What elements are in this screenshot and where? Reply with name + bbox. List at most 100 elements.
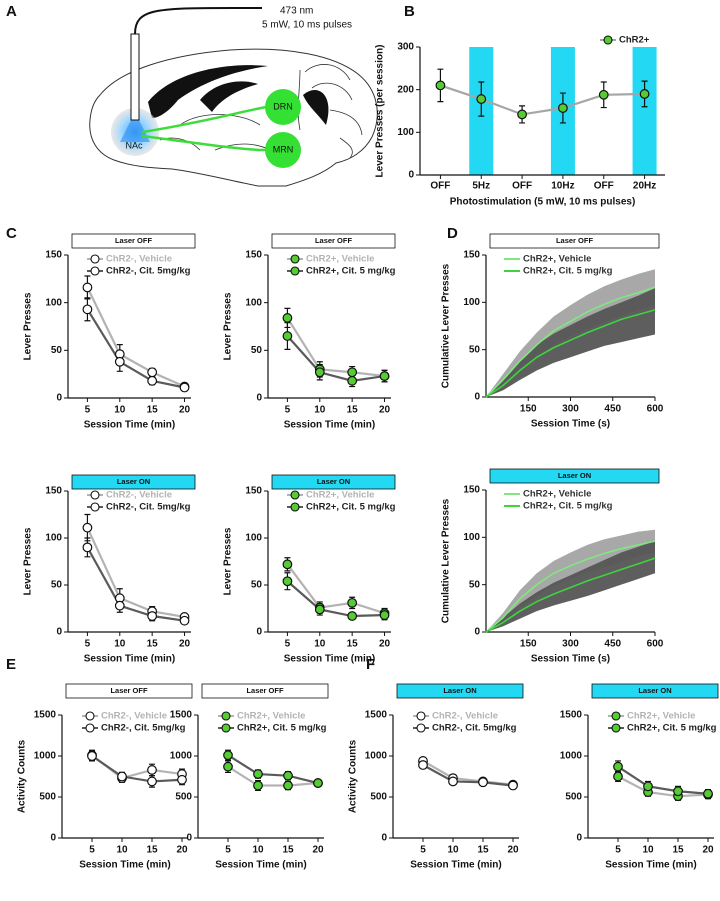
x-tick-label: 20: [702, 845, 714, 856]
y-tick-label: 0: [474, 627, 480, 638]
x-tick-label: 5Hz: [472, 181, 490, 192]
series-line: [286, 335, 385, 382]
y-tick-label: 150: [463, 485, 480, 496]
x-tick-label: 150: [520, 639, 537, 650]
optical-fiber: [130, 33, 140, 121]
ventricle: [200, 81, 258, 112]
series-line: [91, 754, 183, 780]
point: [87, 751, 97, 761]
series-line: [440, 84, 645, 116]
legend-label: ChR2+, Cit. 5 mg/kg: [523, 266, 613, 277]
header-label: Laser ON: [638, 686, 671, 695]
sem-band: [486, 541, 655, 632]
point: [639, 89, 650, 99]
y-tick-label: 1500: [365, 710, 388, 721]
corpus-callosum: [148, 65, 268, 118]
point: [117, 771, 127, 782]
y-axis-label: Cumulative Lever Presses: [441, 498, 452, 623]
series-line: [617, 765, 709, 795]
y-tick-label: 0: [50, 833, 56, 844]
x-tick-label: 5: [420, 845, 426, 856]
y-tick-label: 0: [256, 393, 262, 404]
series-line: [422, 764, 514, 787]
point: [82, 522, 93, 533]
point: [147, 776, 157, 787]
sem-band: [486, 288, 655, 397]
point: [379, 371, 390, 381]
optical-cable: [134, 6, 263, 35]
legend-label: ChR2+, Vehicle: [523, 254, 591, 265]
x-tick-label: 15: [347, 639, 359, 650]
point: [253, 769, 263, 779]
legend-label: ChR2-, Vehicle: [106, 490, 172, 501]
node-label: DRN: [273, 101, 293, 111]
x-tick-label: 15: [477, 845, 489, 856]
source-label: NAc: [125, 140, 143, 150]
sem-band: [486, 529, 655, 632]
point: [508, 780, 518, 791]
point: [313, 778, 323, 788]
legend-label: ChR2+: [619, 35, 650, 46]
x-tick-label: OFF: [430, 181, 450, 192]
legend-label: ChR2-, Cit. 5mg/kg: [432, 723, 517, 734]
y-tick-label: 0: [474, 392, 480, 403]
legend-marker: [416, 711, 426, 721]
y-tick-label: 150: [45, 486, 62, 497]
header-label: Laser OFF: [115, 236, 153, 245]
point: [703, 788, 713, 799]
series-line: [86, 546, 185, 622]
point: [82, 282, 93, 293]
x-tick-label: 10: [447, 845, 459, 856]
legend-label: ChR2+, Cit. 5 mg/kg: [237, 723, 327, 734]
point: [613, 771, 623, 782]
x-tick-label: 10: [114, 639, 126, 650]
mean-line: [485, 557, 656, 633]
point: [223, 761, 233, 772]
y-tick-label: 0: [381, 833, 387, 844]
y-axis-label: Lever Presses: [23, 527, 34, 595]
y-axis-label: Cumulative Lever Presses: [441, 263, 452, 388]
y-tick-label: 1000: [34, 751, 57, 762]
y-tick-label: 500: [39, 792, 56, 803]
projection: [141, 105, 267, 134]
header-label: Laser ON: [443, 686, 476, 695]
legend-label: ChR2+, Vehicle: [523, 489, 591, 500]
y-tick-label: 150: [245, 250, 262, 261]
legend-label: ChR2+, Cit. 5 mg/kg: [306, 266, 396, 277]
y-axis-label: Lever Presses (per session): [375, 45, 386, 178]
y-tick-label: 100: [463, 297, 480, 308]
x-tick-label: 20: [507, 845, 519, 856]
x-tick-label: 450: [604, 404, 621, 415]
y-tick-label: 50: [251, 580, 263, 591]
header-box: [489, 468, 660, 484]
legend-label: ChR2+, Vehicle: [237, 711, 305, 722]
series-line: [86, 308, 185, 389]
legend-label: ChR2+, Cit. 5 mg/kg: [306, 502, 396, 513]
y-tick-label: 1000: [170, 751, 193, 762]
x-tick-label: 5: [225, 845, 231, 856]
point: [179, 615, 190, 626]
y-axis-label: Activity Counts: [348, 739, 359, 813]
point: [418, 760, 428, 770]
point: [558, 103, 568, 113]
header-box: [71, 474, 196, 490]
legend-marker: [85, 723, 95, 733]
point: [282, 559, 293, 570]
point: [379, 610, 390, 620]
y-tick-label: 0: [56, 627, 62, 638]
point: [347, 611, 358, 621]
header-label: Laser OFF: [246, 686, 284, 695]
panel-letter: F: [366, 656, 375, 673]
drn-node: [265, 89, 301, 125]
header-box: [489, 233, 660, 249]
legend-label: ChR2+, Cit. 5 mg/kg: [523, 501, 613, 512]
series-line: [286, 580, 385, 618]
x-tick-label: 20Hz: [633, 181, 656, 192]
series-line: [91, 755, 183, 783]
point: [179, 382, 190, 393]
legend-marker: [290, 502, 300, 512]
point: [314, 367, 325, 378]
y-tick-label: 150: [245, 486, 262, 497]
x-tick-label: 15: [282, 845, 294, 856]
